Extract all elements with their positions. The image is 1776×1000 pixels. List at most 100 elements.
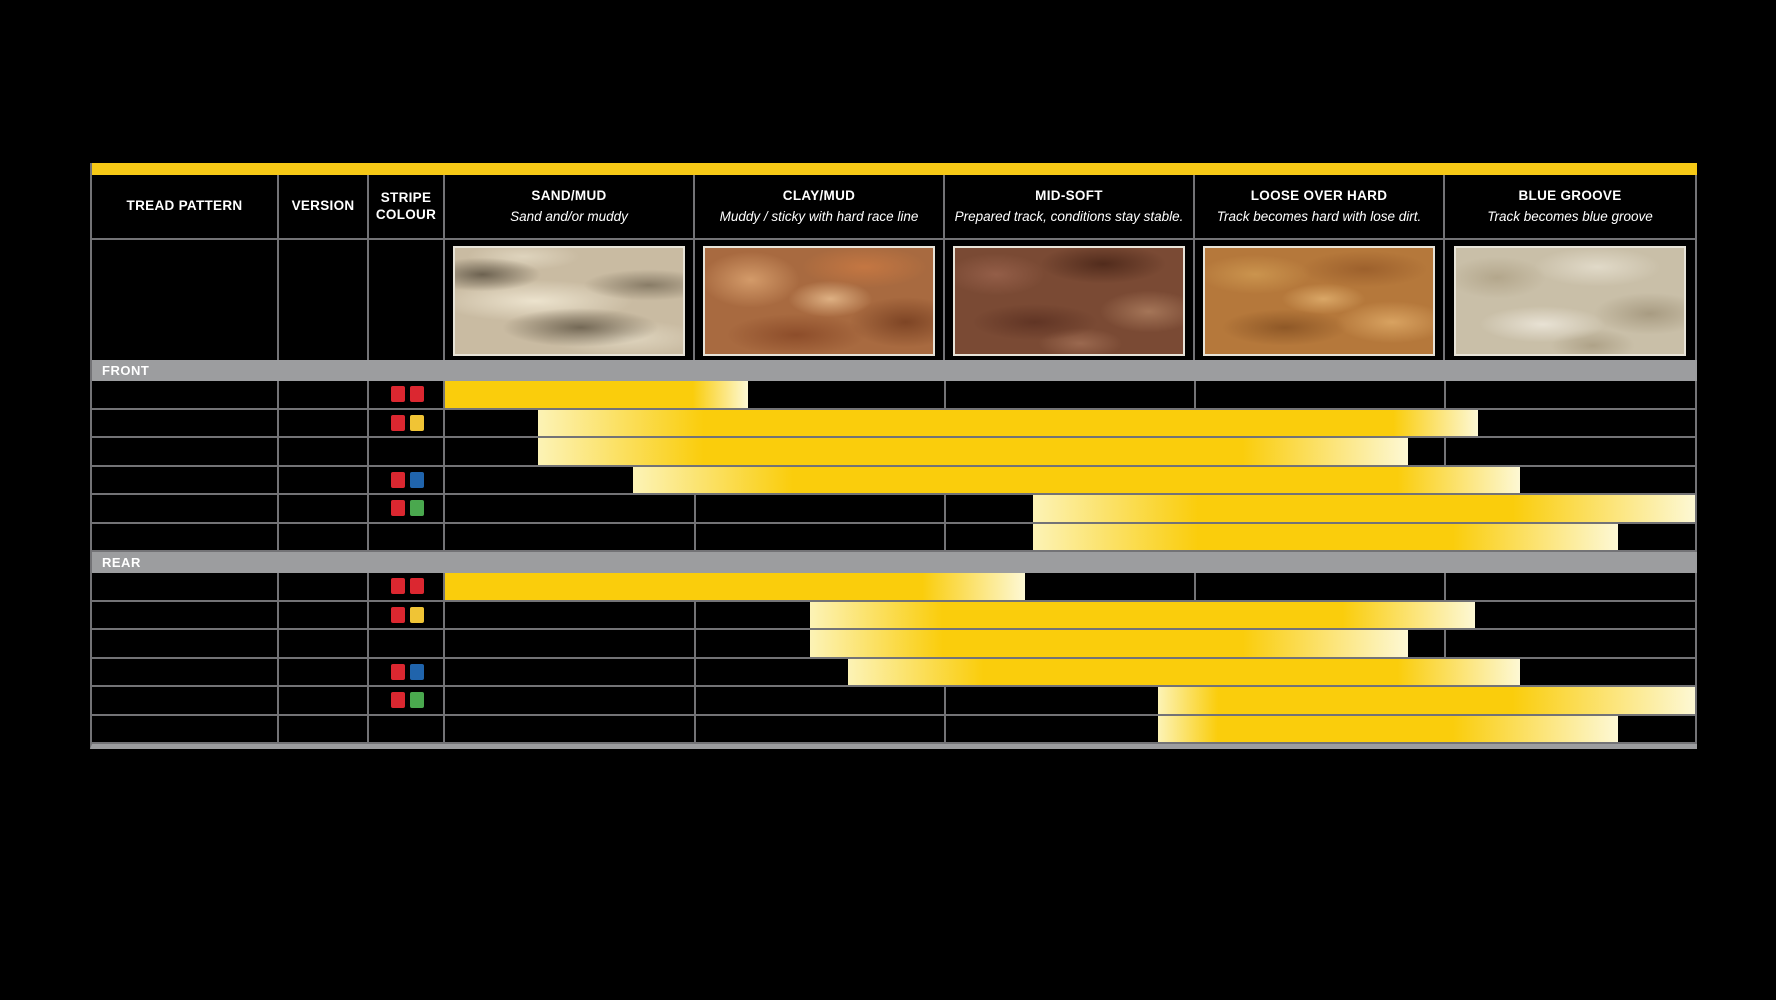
stripe-colour-cell xyxy=(369,573,445,600)
table-row xyxy=(92,495,1697,524)
texture-row xyxy=(92,240,1697,360)
stripe-colour-cell xyxy=(369,687,445,714)
tread-pattern-cell xyxy=(92,495,279,522)
column-header-label: STRIPE COLOUR xyxy=(375,189,437,222)
stripe-yellow-swatch xyxy=(410,606,424,623)
stripe-red-swatch xyxy=(391,606,405,623)
section-band-front: FRONT xyxy=(92,360,1697,381)
tread-pattern-cell xyxy=(92,466,279,493)
tread-pattern-cell xyxy=(92,438,279,465)
version-cell xyxy=(279,687,369,714)
column-header-label: VERSION xyxy=(291,198,355,214)
stripe-yellow-swatch xyxy=(410,414,424,431)
tread-pattern-cell xyxy=(92,601,279,628)
version-cell xyxy=(279,573,369,600)
stripe-colour-cell xyxy=(369,240,445,360)
stripe-red-swatch xyxy=(410,578,424,595)
column-header-tread-pattern: TREAD PATTERN xyxy=(92,175,279,238)
suitability-bar xyxy=(810,630,1408,657)
column-grid-line xyxy=(694,687,696,714)
tread-pattern-cell xyxy=(92,573,279,600)
version-cell xyxy=(279,409,369,436)
column-header-label: LOOSE OVER HARD xyxy=(1250,187,1388,203)
column-grid-line xyxy=(694,715,696,742)
stripe-colour-cell xyxy=(369,630,445,657)
suitability-bar xyxy=(537,409,1478,436)
suitability-bar xyxy=(445,573,1025,600)
column-grid-line xyxy=(944,495,946,522)
column-header-version: VERSION xyxy=(279,175,369,238)
column-grid-line xyxy=(944,687,946,714)
column-grid-line xyxy=(1444,438,1446,465)
column-grid-line xyxy=(1194,573,1196,600)
column-header-clay-mud: CLAY/MUD Muddy / sticky with hard race l… xyxy=(695,175,945,238)
section-label: FRONT xyxy=(102,363,150,378)
stripe-blue-swatch xyxy=(410,663,424,680)
terrain-span xyxy=(445,658,1697,685)
sand-texture-cell xyxy=(445,240,695,360)
stripe-colour-cell xyxy=(369,523,445,550)
column-header-label: TREAD PATTERN xyxy=(126,198,243,214)
version-cell xyxy=(279,630,369,657)
version-cell xyxy=(279,715,369,742)
tread-pattern-cell xyxy=(92,687,279,714)
table-row xyxy=(92,409,1697,438)
tread-pattern-cell xyxy=(92,658,279,685)
column-header-label: SAND/MUD xyxy=(531,187,607,203)
column-header-sublabel: Track becomes hard with lose dirt. xyxy=(1216,208,1422,224)
stripe-red-swatch xyxy=(410,386,424,403)
table-row xyxy=(92,687,1697,716)
stripe-blue-swatch xyxy=(410,471,424,488)
stripe-colour-cell xyxy=(369,381,445,408)
column-header-stripe-colour: STRIPE COLOUR xyxy=(369,175,445,238)
terrain-span xyxy=(445,381,1697,408)
tread-pattern-cell xyxy=(92,715,279,742)
column-header-sublabel: Track becomes blue groove xyxy=(1487,208,1653,224)
column-grid-line xyxy=(1444,573,1446,600)
stripe-colour-cell xyxy=(369,409,445,436)
suitability-bar xyxy=(1157,687,1695,714)
column-header-sublabel: Muddy / sticky with hard race line xyxy=(719,208,919,224)
suitability-bar xyxy=(1032,495,1695,522)
midsoft-texture-cell xyxy=(945,240,1195,360)
stripe-red-swatch xyxy=(391,663,405,680)
loosehard-texture-cell xyxy=(1195,240,1445,360)
version-cell xyxy=(279,381,369,408)
stripe-colour-cell xyxy=(369,601,445,628)
version-cell xyxy=(279,658,369,685)
column-grid-line xyxy=(1444,381,1446,408)
column-grid-line xyxy=(694,630,696,657)
table-row xyxy=(92,601,1697,630)
clay-texture-cell xyxy=(695,240,945,360)
version-cell xyxy=(279,240,369,360)
suitability-bar xyxy=(810,601,1475,628)
table-row xyxy=(92,630,1697,659)
column-grid-line xyxy=(944,381,946,408)
table-row xyxy=(92,523,1697,552)
terrain-span xyxy=(445,601,1697,628)
version-cell xyxy=(279,466,369,493)
loosehard-texture-image xyxy=(1203,246,1435,356)
tread-pattern-cell xyxy=(92,381,279,408)
table-row xyxy=(92,466,1697,495)
terrain-span xyxy=(445,573,1697,600)
stripe-red-swatch xyxy=(391,500,405,517)
column-grid-line xyxy=(1444,630,1446,657)
terrain-span xyxy=(445,466,1697,493)
version-cell xyxy=(279,601,369,628)
table-row xyxy=(92,658,1697,687)
terrain-span xyxy=(445,715,1697,742)
column-header-loose-over-hard: LOOSE OVER HARD Track becomes hard with … xyxy=(1195,175,1445,238)
column-header-sublabel: Sand and/or muddy xyxy=(510,208,628,224)
stripe-colour-cell xyxy=(369,495,445,522)
column-grid-line xyxy=(944,523,946,550)
column-header-mid-soft: MID-SOFT Prepared track, conditions stay… xyxy=(945,175,1195,238)
terrain-span xyxy=(445,409,1697,436)
table-row xyxy=(92,573,1697,602)
suitability-bar xyxy=(847,658,1520,685)
suitability-bar xyxy=(1032,523,1618,550)
column-header-label: BLUE GROOVE xyxy=(1518,187,1622,203)
column-header-sand-mud: SAND/MUD Sand and/or muddy xyxy=(445,175,695,238)
header-row: TREAD PATTERN VERSION STRIPE COLOUR SAND… xyxy=(92,175,1697,240)
stripe-colour-cell xyxy=(369,715,445,742)
